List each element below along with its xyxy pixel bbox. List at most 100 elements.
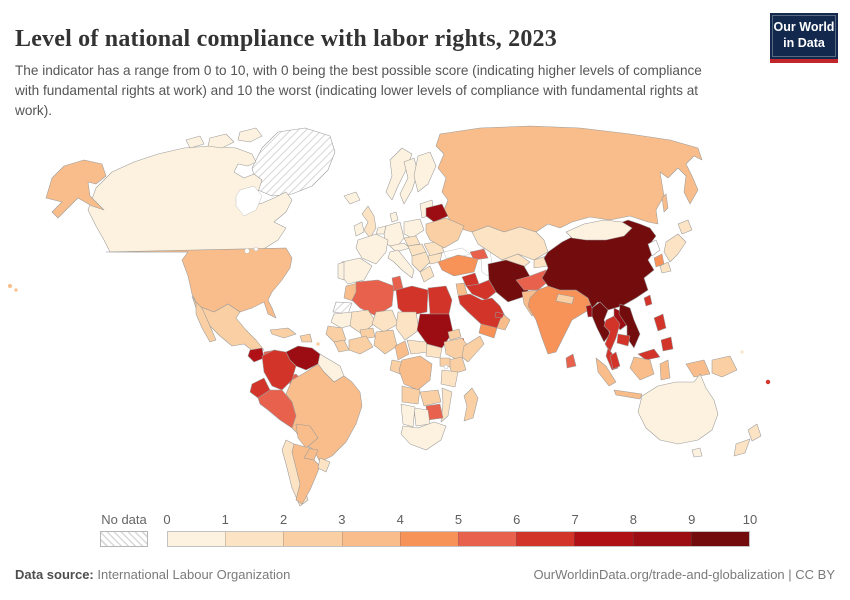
region-angola[interactable] bbox=[401, 385, 421, 405]
region-mozambique[interactable] bbox=[440, 387, 453, 423]
region-colombia[interactable] bbox=[261, 349, 297, 391]
legend-bin-4[interactable] bbox=[399, 532, 459, 546]
region-ireland[interactable] bbox=[353, 221, 365, 237]
region-sweden[interactable] bbox=[399, 157, 419, 205]
region-dr-congo[interactable] bbox=[398, 355, 433, 391]
region-united-states[interactable] bbox=[45, 159, 107, 219]
region-united-states[interactable] bbox=[105, 247, 293, 319]
region-philippines[interactable] bbox=[653, 313, 667, 332]
region-australia[interactable] bbox=[637, 373, 719, 445]
region-chad[interactable] bbox=[395, 311, 420, 341]
region-malaysia[interactable] bbox=[637, 348, 661, 361]
region-cambodia[interactable] bbox=[616, 333, 631, 347]
region-new-zealand[interactable] bbox=[747, 423, 762, 442]
region-mexico[interactable] bbox=[195, 301, 217, 343]
region-indonesia[interactable] bbox=[629, 356, 655, 381]
region-japan[interactable] bbox=[677, 219, 693, 235]
region-argentina[interactable] bbox=[291, 443, 321, 505]
region-malaysia[interactable] bbox=[609, 351, 621, 370]
region-ukraine[interactable] bbox=[425, 217, 465, 249]
region-greenland[interactable] bbox=[251, 127, 336, 197]
region-portugal[interactable] bbox=[337, 261, 345, 281]
region-indonesia[interactable] bbox=[685, 359, 711, 378]
region-libya[interactable] bbox=[395, 285, 429, 317]
region-namibia[interactable] bbox=[400, 403, 416, 428]
region-turkey[interactable] bbox=[437, 254, 479, 277]
region-cote-divoire-ghana[interactable] bbox=[348, 335, 374, 355]
region-finland[interactable] bbox=[413, 151, 437, 193]
region-caribbean[interactable] bbox=[316, 342, 320, 346]
region-canada[interactable] bbox=[237, 127, 263, 143]
legend-bin-0[interactable] bbox=[168, 532, 226, 546]
region-madagascar[interactable] bbox=[463, 387, 479, 422]
region-cuba[interactable] bbox=[269, 327, 297, 339]
region-russia[interactable] bbox=[435, 125, 703, 233]
region-mongolia[interactable] bbox=[565, 219, 633, 241]
region-peru[interactable] bbox=[257, 389, 297, 429]
region-russia[interactable] bbox=[661, 193, 669, 213]
region-united-states-hawaii[interactable] bbox=[14, 288, 18, 292]
region-indonesia[interactable] bbox=[613, 389, 643, 400]
owid-link[interactable]: OurWorldinData.org/trade-and-globalizati… bbox=[533, 567, 835, 582]
region-mauritania[interactable] bbox=[330, 311, 357, 329]
region-senegal-guinea[interactable] bbox=[325, 325, 347, 343]
region-mali[interactable] bbox=[349, 309, 377, 335]
region-eritrea[interactable] bbox=[447, 328, 462, 341]
region-belarus[interactable] bbox=[425, 203, 449, 223]
region-balkans[interactable] bbox=[411, 251, 431, 273]
region-botswana[interactable] bbox=[413, 407, 431, 427]
region-australia[interactable] bbox=[691, 447, 703, 458]
region-tanzania[interactable] bbox=[440, 369, 459, 388]
region-yemen[interactable] bbox=[478, 323, 498, 339]
region-vietnam[interactable] bbox=[618, 303, 641, 349]
region-mexico[interactable] bbox=[191, 295, 265, 353]
region-kenya[interactable] bbox=[447, 356, 467, 375]
region-central-african-republic[interactable] bbox=[406, 339, 430, 355]
legend-bin-2[interactable] bbox=[283, 532, 342, 546]
region-nigeria[interactable] bbox=[373, 329, 398, 355]
region-sierra-leone-liberia[interactable] bbox=[333, 339, 350, 353]
region-bolivia[interactable] bbox=[295, 423, 319, 449]
region-taiwan[interactable] bbox=[643, 294, 653, 307]
legend-bin-7[interactable] bbox=[574, 532, 633, 546]
region-new-zealand[interactable] bbox=[733, 438, 751, 457]
region-oman[interactable] bbox=[496, 313, 511, 331]
legend-bin-3[interactable] bbox=[341, 532, 400, 546]
region-canada[interactable] bbox=[207, 133, 235, 149]
region-fiji[interactable] bbox=[765, 379, 771, 385]
region-solomon-islands[interactable] bbox=[740, 350, 744, 354]
region-papua-new-guinea[interactable] bbox=[711, 355, 738, 378]
region-denmark[interactable] bbox=[389, 211, 399, 223]
region-uae[interactable] bbox=[494, 311, 505, 319]
region-south-africa[interactable] bbox=[400, 421, 447, 451]
region-north-korea[interactable] bbox=[647, 239, 661, 257]
region-niger[interactable] bbox=[371, 309, 399, 333]
legend-bin-9[interactable] bbox=[690, 532, 750, 546]
legend-bin-6[interactable] bbox=[516, 532, 575, 546]
region-sri-lanka[interactable] bbox=[565, 353, 577, 369]
region-norway[interactable] bbox=[385, 147, 413, 201]
region-united-states-hawaii[interactable] bbox=[8, 284, 12, 288]
region-benelux[interactable] bbox=[375, 225, 387, 235]
region-indonesia[interactable] bbox=[595, 357, 617, 387]
region-zambia[interactable] bbox=[419, 389, 442, 407]
region-greece[interactable] bbox=[419, 265, 435, 283]
region-japan[interactable] bbox=[659, 261, 672, 274]
legend-bin-1[interactable] bbox=[225, 532, 284, 546]
region-uruguay[interactable] bbox=[317, 457, 331, 473]
legend-bin-5[interactable] bbox=[458, 532, 517, 546]
region-nepal[interactable] bbox=[555, 293, 575, 305]
region-japan[interactable] bbox=[663, 233, 687, 263]
region-philippines[interactable] bbox=[660, 336, 674, 352]
region-guatemala[interactable] bbox=[247, 347, 265, 363]
legend-bin-8[interactable] bbox=[632, 532, 691, 546]
region-cameroon[interactable] bbox=[394, 340, 410, 361]
region-france[interactable] bbox=[355, 233, 389, 265]
region-somalia[interactable] bbox=[461, 335, 485, 363]
region-egypt[interactable] bbox=[427, 285, 453, 315]
region-hispaniola[interactable] bbox=[299, 333, 313, 343]
region-iceland[interactable] bbox=[343, 191, 361, 205]
region-united-kingdom[interactable] bbox=[361, 205, 377, 239]
region-indonesia[interactable] bbox=[659, 359, 671, 381]
region-poland[interactable] bbox=[403, 218, 425, 239]
